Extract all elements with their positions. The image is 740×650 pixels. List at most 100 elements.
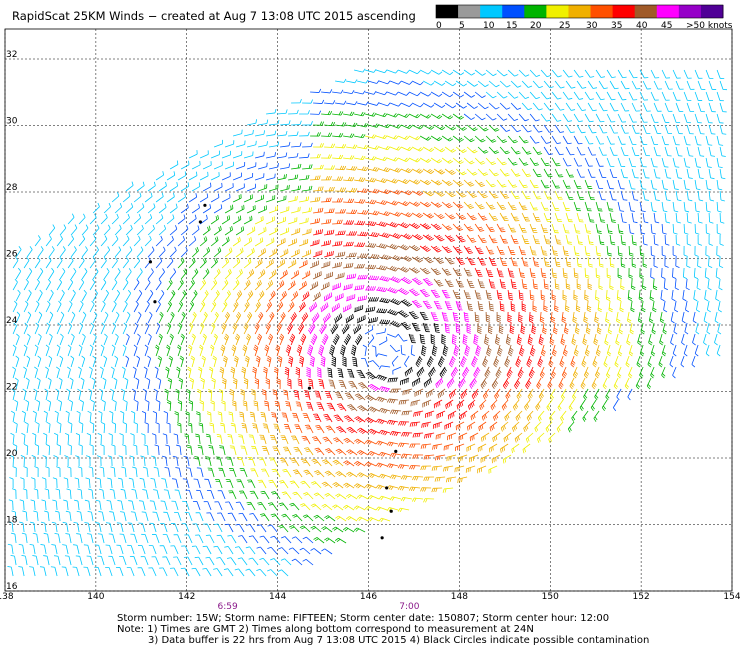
barb-feather: [533, 162, 538, 165]
barb-feather: [443, 349, 448, 353]
barb-feather: [413, 381, 416, 386]
barb-feather: [595, 374, 599, 379]
barb-feather: [220, 346, 225, 350]
barb-feather: [600, 76, 606, 78]
barb-feather: [538, 130, 543, 133]
barb-feather: [431, 342, 436, 345]
barb-feather: [259, 313, 263, 318]
barb-feather: [303, 301, 306, 306]
barb-feather: [268, 302, 271, 307]
wind-barb: [301, 253, 311, 258]
barb-feather: [319, 229, 321, 234]
barb-feather: [428, 192, 433, 196]
barb-feather: [332, 208, 335, 213]
wind-barb: [639, 69, 645, 79]
barb-feather: [571, 109, 576, 111]
barb-feather: [404, 372, 407, 377]
barb-feather: [177, 344, 182, 348]
wind-barb: [680, 355, 685, 365]
barb-feather: [92, 355, 96, 359]
barb-feather: [544, 287, 549, 290]
barb-feather: [653, 265, 658, 268]
barb-feather: [637, 342, 642, 346]
barb-feather: [310, 207, 312, 212]
barb-feather: [449, 362, 454, 366]
wind-barb: [495, 366, 501, 376]
barb-feather: [378, 265, 382, 269]
barb-feather: [631, 285, 636, 289]
wind-barb: [609, 102, 615, 112]
wind-barb: [378, 146, 388, 151]
wind-barb: [499, 102, 507, 110]
barb-feather: [383, 167, 387, 171]
barb-feather: [362, 263, 365, 268]
wind-barb: [477, 190, 485, 199]
wind-barb: [268, 252, 278, 258]
barb-feather: [254, 344, 259, 348]
barb-feather: [661, 374, 665, 379]
barb-feather: [314, 197, 317, 202]
barb-feather: [340, 133, 344, 138]
barb-feather: [341, 346, 346, 350]
barb-feather: [423, 317, 428, 319]
wind-barb: [576, 256, 579, 266]
barb-feather: [504, 172, 509, 175]
wind-barb: [650, 201, 653, 211]
barb-feather: [264, 348, 268, 352]
barb-feather: [463, 334, 468, 338]
wind-barb: [596, 322, 600, 332]
wind-barb: [180, 358, 184, 368]
barb-feather: [276, 326, 280, 330]
wind-barb: [549, 333, 553, 343]
wind-barb: [354, 201, 364, 204]
colorbar-swatch: [656, 5, 680, 18]
barb-feather: [333, 306, 336, 311]
barb-feather: [274, 368, 279, 372]
barb-feather: [553, 327, 558, 331]
barb-feather: [410, 312, 415, 315]
barb-feather: [352, 344, 357, 348]
barb-feather: [535, 119, 540, 122]
barb-feather: [376, 167, 380, 172]
barb-feather: [415, 113, 419, 118]
wind-barb: [298, 242, 308, 247]
wind-barb: [279, 273, 288, 280]
barb-feather: [384, 69, 388, 74]
wind-barb: [573, 91, 580, 100]
barb-feather: [406, 202, 410, 207]
barb-feather: [393, 267, 397, 271]
barb-feather: [271, 292, 275, 297]
barb-feather: [483, 362, 487, 366]
barb-feather: [563, 276, 568, 279]
barb-feather: [445, 329, 450, 332]
wind-barb: [683, 69, 689, 79]
barb-feather: [396, 234, 400, 238]
barb-feather: [705, 276, 710, 280]
barb-feather: [371, 286, 374, 291]
wind-barb: [368, 212, 377, 216]
wind-barb: [34, 347, 39, 357]
barb-feather: [474, 372, 478, 377]
barb-feather: [329, 89, 333, 94]
barb-feather: [365, 145, 369, 150]
wind-barb: [466, 168, 474, 176]
barb-feather: [406, 70, 410, 74]
wind-barb: [103, 336, 108, 346]
barb-feather: [319, 346, 324, 350]
wind-barb: [404, 355, 410, 364]
wind-barb: [510, 102, 518, 110]
barb-feather: [393, 289, 397, 293]
wind-barb: [422, 190, 431, 197]
barb-feather: [575, 254, 580, 257]
wind-barb: [444, 278, 451, 287]
barb-feather: [295, 368, 300, 372]
barb-feather: [387, 277, 391, 282]
barb-feather: [471, 364, 475, 368]
wind-barb: [658, 355, 663, 365]
wind-barb: [485, 223, 492, 232]
wind-barb: [444, 146, 453, 153]
barb-feather: [561, 320, 566, 324]
barb-feather: [500, 303, 505, 306]
barb-feather: [719, 144, 724, 146]
barb-feather: [119, 224, 122, 229]
